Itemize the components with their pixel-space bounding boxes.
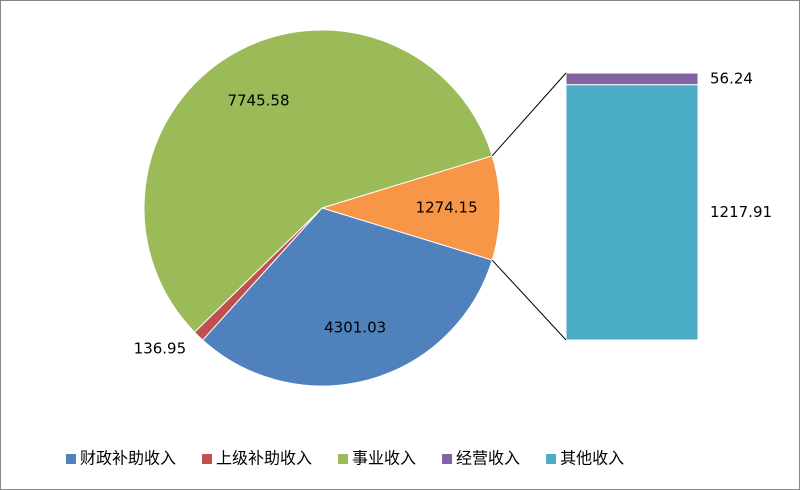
- bar-segment: [565, 84, 699, 341]
- legend-label: 事业收入: [352, 449, 416, 468]
- data-label: 1217.91: [710, 203, 772, 221]
- data-label: 56.24: [710, 69, 753, 87]
- bar-segment: [565, 72, 699, 86]
- pie-slice: [143, 29, 493, 333]
- legend-marker: [338, 454, 349, 464]
- legend-marker: [442, 454, 453, 464]
- pie-slice: [201, 207, 493, 387]
- legend-label: 其他收入: [560, 449, 624, 468]
- connector-line: [491, 259, 567, 341]
- legend-label: 财政补助收入: [80, 449, 176, 468]
- legend-marker: [546, 454, 557, 464]
- legend-label: 经营收入: [456, 449, 520, 468]
- legend-label: 上级补助收入: [216, 449, 312, 468]
- connector-line: [491, 72, 567, 157]
- legend: 财政补助收入 上级补助收入 事业收入 经营收入 其他收入: [66, 449, 624, 468]
- data-label: 7745.58: [227, 91, 289, 109]
- data-label: 136.95: [134, 340, 187, 358]
- data-label: 4301.03: [324, 319, 386, 337]
- legend-marker: [202, 454, 213, 464]
- data-label: 1274.15: [416, 199, 478, 217]
- pie-slice: [320, 155, 501, 261]
- legend-marker: [66, 454, 76, 464]
